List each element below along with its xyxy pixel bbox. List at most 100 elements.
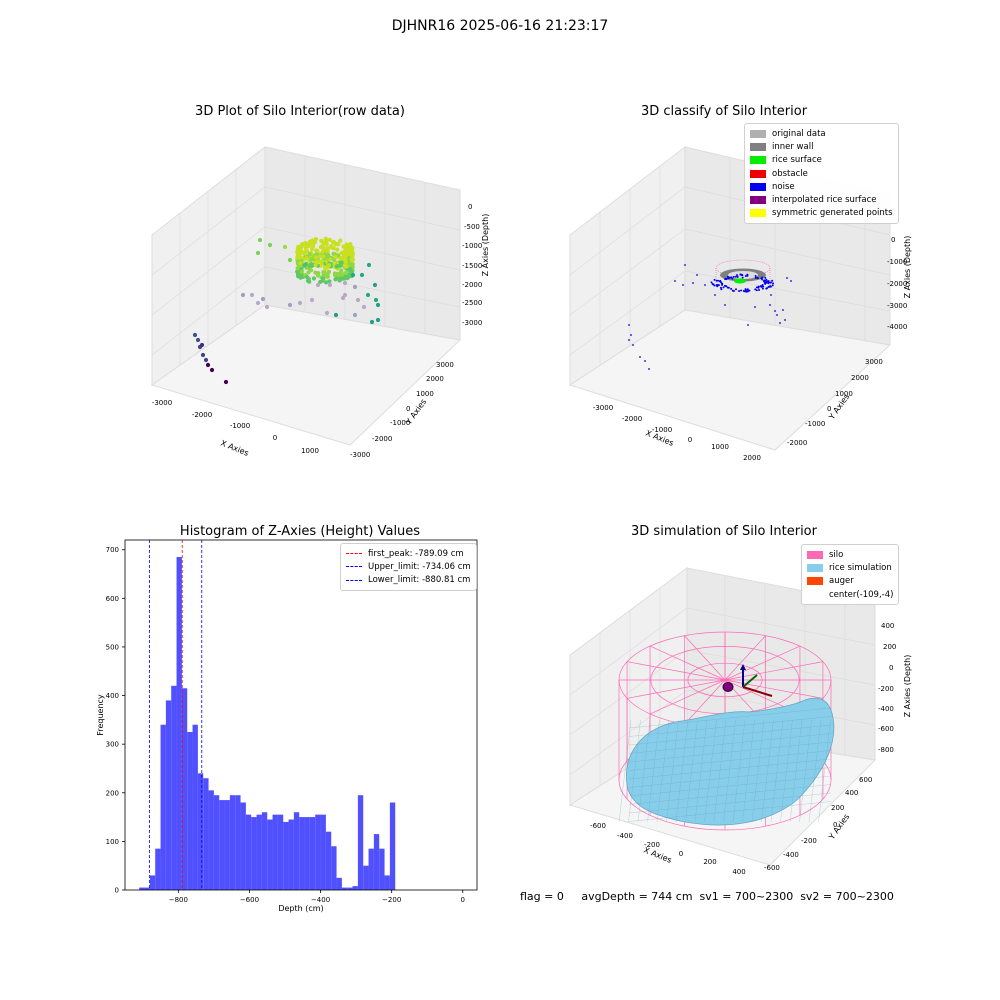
noise-point (736, 274, 739, 277)
data-point (352, 284, 358, 290)
classify-ytick: 0 (827, 405, 831, 413)
data-point (209, 367, 215, 373)
noise-point (776, 314, 778, 316)
data-point (313, 255, 318, 260)
rice-mesh-line (685, 719, 698, 823)
classify-3d-plot: -3000 -2000 -1000 0 1000 2000 X Axies -2… (568, 145, 912, 462)
histogram-bar (384, 875, 390, 890)
sim-y-ticks: -600 -400 -200 0 200 400 600 (764, 776, 872, 872)
noise-point (767, 282, 770, 285)
legend-swatch (750, 196, 766, 205)
data-point (373, 297, 379, 303)
histogram-bar (373, 834, 380, 890)
legend-swatch (807, 577, 823, 586)
legend-swatch (750, 209, 766, 218)
data-point (339, 260, 344, 265)
rice-mesh-line (761, 719, 774, 823)
rice-mesh-line (628, 758, 832, 780)
legend-entry: obstacle (750, 167, 893, 180)
sim-ztick: -800 (878, 746, 894, 754)
rice-mesh-line (732, 719, 746, 823)
data-point (282, 244, 288, 250)
histogram-bar (235, 795, 241, 890)
histogram-bars (139, 557, 396, 890)
data-point (310, 238, 315, 243)
data-point (320, 249, 325, 254)
noise-point (758, 289, 761, 292)
histogram-bar (229, 795, 236, 890)
noise-point (770, 294, 772, 296)
classify-ytick: -1000 (805, 420, 825, 428)
raw-xtick: -3000 (152, 399, 172, 407)
rice-mesh-line (675, 719, 689, 823)
rice-mesh-line (742, 719, 755, 823)
classify-ytick: 3000 (865, 358, 883, 366)
rice-mesh-line (666, 719, 679, 823)
raw-ytick: 3000 (436, 361, 454, 369)
raw-ztick: -1000 (462, 242, 482, 250)
histogram-bar (309, 817, 316, 890)
rice-mesh-line (647, 719, 660, 823)
noise-point (740, 289, 743, 292)
data-point (299, 269, 304, 274)
y-tick-label: 700 (106, 546, 119, 554)
auger-marker (722, 664, 773, 697)
silo-wire-spoke (627, 679, 726, 699)
raw-xtick: 1000 (301, 447, 319, 455)
data-point (340, 295, 346, 301)
data-point (359, 272, 365, 278)
legend-label: Upper_limit: -734.06 cm (368, 561, 471, 572)
legend-entry: Upper_limit: -734.06 cm (346, 560, 471, 573)
noise-point (784, 319, 786, 321)
classify-xtick: 2000 (743, 454, 761, 462)
noise-point (764, 282, 766, 284)
legend-entry: rice surface (750, 154, 893, 167)
data-point (349, 247, 354, 252)
rice-mesh-line (628, 784, 832, 805)
simulation-title: 3D simulation of Silo Interior (631, 524, 817, 539)
data-point (195, 337, 201, 343)
rice-mesh-line (694, 719, 708, 823)
noise-point (744, 288, 747, 291)
data-point (318, 279, 323, 285)
data-point (199, 342, 205, 348)
data-point (338, 276, 343, 281)
rice-mesh-line (628, 724, 832, 746)
data-point (326, 254, 331, 259)
data-point (327, 237, 332, 242)
legend-swatch (750, 129, 766, 138)
classify-xtick: -2000 (622, 415, 642, 423)
rice-mesh-line (628, 792, 832, 814)
sim-z-ticks: 400 200 0 -200 -400 -600 -800 (878, 622, 896, 754)
data-point (249, 292, 255, 298)
raw-ytick: -2000 (372, 435, 392, 443)
histogram-bar (331, 846, 337, 890)
noise-point (714, 294, 716, 296)
noise-point (746, 290, 749, 293)
histogram-bar (240, 802, 246, 890)
sim-ztick: 200 (883, 643, 896, 651)
rice-mesh-line (713, 719, 727, 823)
sim-x-ticks: -600 -400 -200 0 200 400 (590, 822, 746, 876)
sim-xtick: 200 (703, 858, 716, 866)
noise-point (745, 290, 748, 293)
rice-mesh-line (628, 767, 832, 788)
sim-ztick: 0 (889, 664, 893, 672)
histogram-bar (283, 821, 289, 890)
noise-point (774, 310, 776, 312)
data-point (338, 271, 343, 276)
data-point (350, 272, 356, 278)
data-point (306, 270, 311, 275)
raw-z-ticks: 0 -500 -1000 -1500 -2000 -2500 -3000 (462, 203, 482, 327)
data-point (342, 280, 348, 286)
classify-points (628, 264, 792, 370)
rice-mesh-line (723, 719, 736, 823)
legend-swatch (750, 182, 766, 191)
classify-x-ticks: -3000 -2000 -1000 0 1000 2000 (593, 404, 761, 462)
legend-entry: inner wall (750, 140, 893, 153)
noise-point (742, 290, 745, 293)
data-point (306, 243, 311, 249)
noise-point (738, 290, 741, 293)
noise-point (719, 286, 722, 289)
legend-label: inner wall (772, 141, 814, 152)
